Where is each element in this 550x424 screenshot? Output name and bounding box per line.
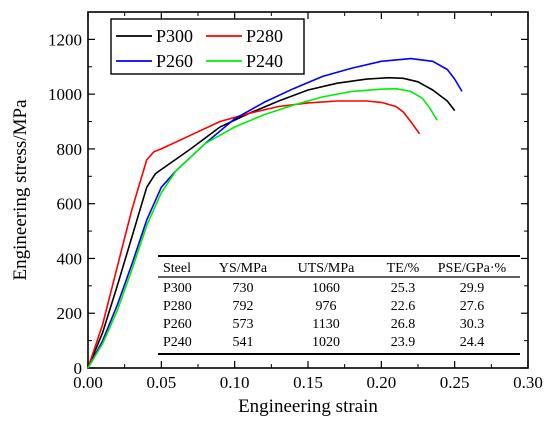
- x-tick-label: 0.20: [366, 373, 396, 392]
- y-tick-label: 200: [57, 304, 83, 323]
- series-line-p280: [87, 100, 421, 369]
- y-tick-label: 600: [57, 195, 83, 214]
- table-cell: P280: [163, 299, 192, 314]
- series-line-p260: [87, 57, 463, 369]
- y-tick-label: 1000: [48, 85, 82, 104]
- table-cell: 30.3: [460, 317, 485, 332]
- table-header-cell: UTS/MPa: [298, 261, 356, 276]
- axis-tick-labels: 0.00 0.05 0.10 0.15 0.20 0.25 0.30 0 200 400 600 80…: [48, 30, 543, 392]
- x-tick-label: 0.05: [146, 373, 176, 392]
- series-line-p240: [87, 87, 438, 369]
- y-axis-title: Engineering stress/MPa: [10, 99, 31, 281]
- legend-label-p300: P300: [156, 26, 193, 46]
- table-cell: P240: [163, 335, 192, 350]
- legend: P300 P280 P260 P240: [110, 18, 305, 75]
- table-header-cell: PSE/GPa·%: [438, 261, 507, 276]
- table-cell: P260: [163, 317, 192, 332]
- series-line-p300: [87, 76, 456, 369]
- legend-box: [110, 18, 305, 75]
- table-cell: P300: [163, 281, 192, 296]
- x-tick-label: 0.25: [440, 373, 470, 392]
- y-tick-label: 1200: [48, 30, 82, 49]
- table-cell: 25.3: [391, 281, 416, 296]
- series-lines: [87, 57, 463, 369]
- x-tick-label: 0.10: [220, 373, 250, 392]
- table-cell: 29.9: [460, 281, 485, 296]
- table-cell: 541: [233, 335, 254, 350]
- table-cell: 26.8: [391, 317, 416, 332]
- x-tick-label: 0.00: [73, 373, 103, 392]
- table-cell: 23.9: [391, 335, 416, 350]
- x-axis-title: Engineering strain: [238, 396, 378, 417]
- table-cell: 24.4: [460, 335, 485, 350]
- legend-label-p260: P260: [156, 51, 193, 71]
- y-tick-label: 800: [57, 140, 83, 159]
- table-cell: 1020: [312, 335, 340, 350]
- table-cell: 1130: [312, 317, 339, 332]
- table-cell: 792: [233, 299, 254, 314]
- table-header-cell: TE/%: [387, 261, 420, 276]
- axis-ticks: [87, 11, 529, 369]
- table-cell: 27.6: [460, 299, 485, 314]
- table-header-cell: YS/MPa: [219, 261, 268, 276]
- table-cell: 730: [233, 281, 254, 296]
- y-tick-label: 0: [74, 359, 83, 378]
- x-tick-label: 0.15: [293, 373, 323, 392]
- table-cell: 1060: [312, 281, 340, 296]
- legend-label-p280: P280: [246, 26, 283, 46]
- x-tick-label: 0.30: [513, 373, 543, 392]
- properties-table: Steel YS/MPa UTS/MPa TE/% PSE/GPa·% P300 730 10…: [158, 255, 520, 355]
- table-cell: 976: [316, 299, 337, 314]
- legend-label-p240: P240: [246, 51, 283, 71]
- y-tick-label: 400: [57, 249, 83, 268]
- table-cell: 573: [233, 317, 254, 332]
- table-header-cell: Steel: [163, 261, 191, 276]
- table-cell: 22.6: [391, 299, 416, 314]
